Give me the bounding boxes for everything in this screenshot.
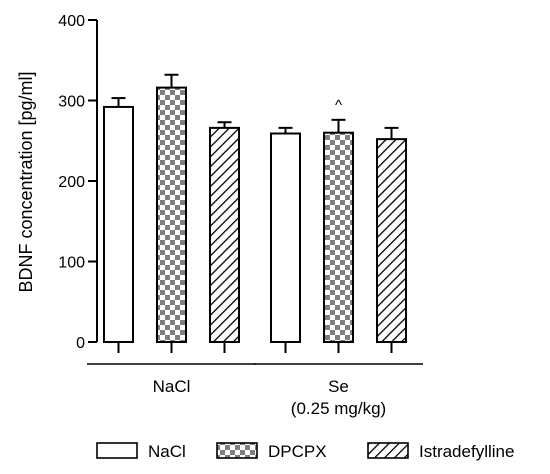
bar-dpcpx-2 bbox=[323, 131, 354, 343]
y-axis-title: BDNF concentration [pg/ml] bbox=[16, 71, 36, 292]
x-axis bbox=[117, 342, 393, 353]
legend-label-dpcpx: DPCPX bbox=[268, 442, 327, 461]
y-tick-label: 0 bbox=[76, 335, 85, 352]
group-label-line: Se bbox=[328, 377, 349, 396]
y-axis: 0 100 200 300 400 bbox=[58, 13, 98, 352]
y-tick-label: 400 bbox=[58, 13, 85, 30]
annotation-marker: ^ bbox=[335, 97, 342, 114]
legend: NaCl DPCPX Istradefylline bbox=[96, 442, 514, 461]
y-tick-label: 200 bbox=[58, 174, 85, 191]
legend-label-istradefylline: Istradefylline bbox=[419, 442, 514, 461]
group-label-line: NaCl bbox=[153, 377, 191, 396]
group-label-line: (0.25 mg/kg) bbox=[291, 399, 386, 418]
bar-nacl-2 bbox=[270, 132, 301, 343]
y-tick-label: 100 bbox=[58, 255, 85, 272]
group-labels: NaCl Se (0.25 mg/kg) bbox=[87, 363, 423, 418]
bar-istradefylline-1 bbox=[209, 126, 240, 344]
y-tick-label: 300 bbox=[58, 94, 85, 111]
legend-swatch-istradefylline bbox=[367, 442, 409, 459]
bars: ^ bbox=[103, 73, 407, 344]
bar-istradefylline-2 bbox=[376, 138, 407, 343]
bar-dpcpx-1 bbox=[156, 86, 187, 344]
bar-nacl-1 bbox=[103, 105, 134, 343]
legend-label-nacl: NaCl bbox=[148, 442, 186, 461]
legend-swatch-dpcpx bbox=[216, 442, 258, 459]
legend-swatch-nacl bbox=[96, 442, 138, 459]
